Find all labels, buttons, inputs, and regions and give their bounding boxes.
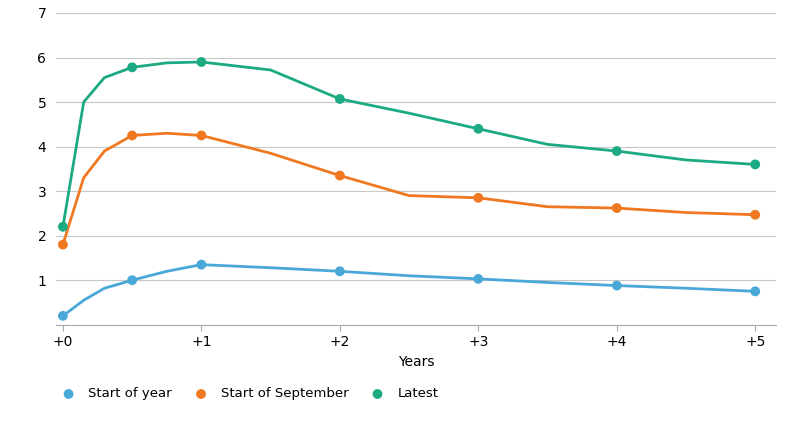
Start of September	[334, 172, 346, 179]
Latest	[472, 125, 485, 132]
Legend: Start of year, Start of September, Latest: Start of year, Start of September, Lates…	[55, 388, 438, 401]
Start of September	[610, 205, 623, 212]
Start of September	[126, 132, 138, 139]
Start of year	[472, 275, 485, 282]
Start of year	[334, 268, 346, 275]
Latest	[749, 161, 762, 168]
Start of year	[195, 261, 208, 268]
Start of year	[126, 277, 138, 284]
Latest	[334, 96, 346, 103]
Start of September	[195, 132, 208, 139]
Start of September	[57, 241, 70, 248]
Start of year	[610, 282, 623, 289]
X-axis label: Years: Years	[398, 355, 434, 369]
Start of year	[57, 312, 70, 319]
Start of September	[749, 211, 762, 218]
Latest	[610, 148, 623, 155]
Latest	[195, 58, 208, 65]
Start of year	[749, 288, 762, 295]
Latest	[126, 64, 138, 71]
Latest	[57, 223, 70, 230]
Start of September	[472, 194, 485, 201]
